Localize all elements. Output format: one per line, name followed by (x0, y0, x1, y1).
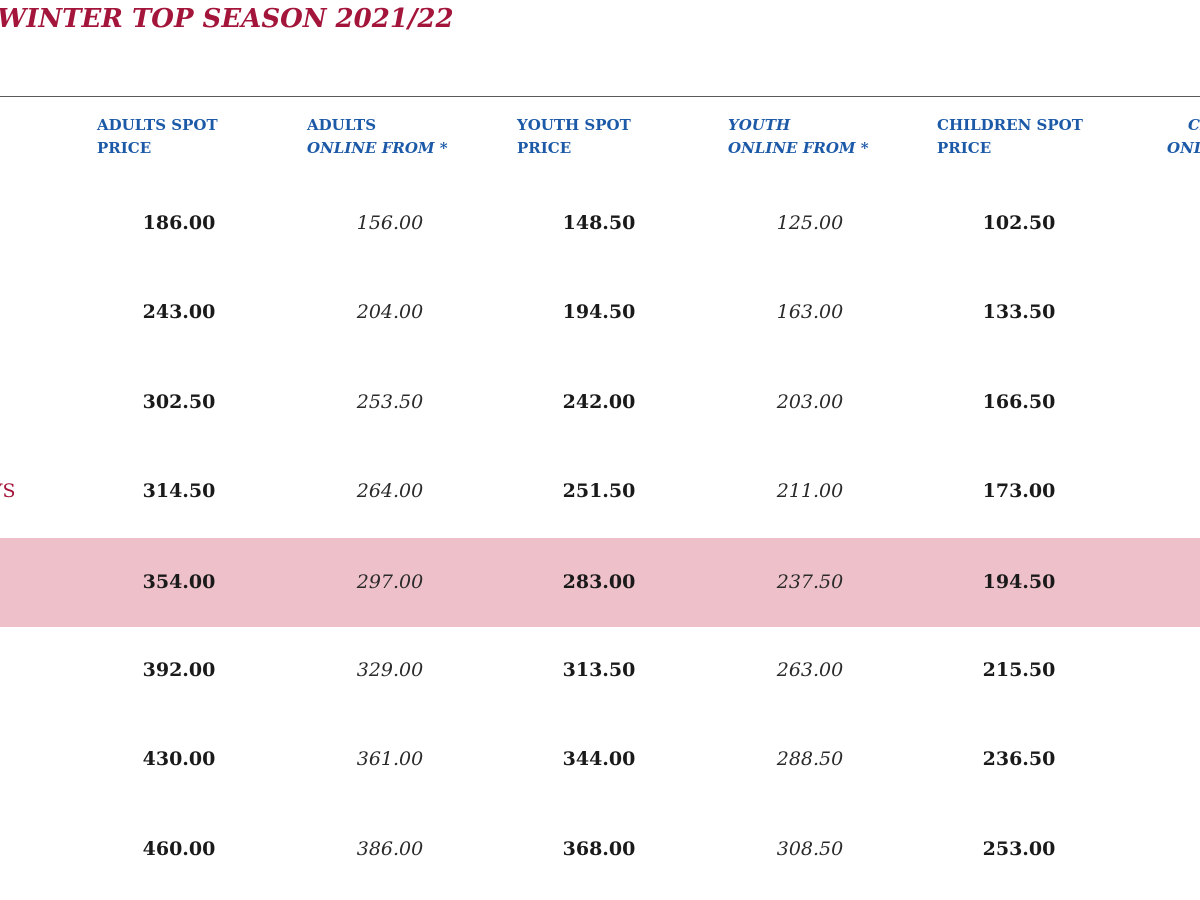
children-spot-price-cell: 253.00 (982, 838, 1056, 860)
adults-spot-price-cell: 392.00 (142, 659, 216, 681)
adults-online-price-cell: 264.00 (356, 480, 424, 502)
header-children-online-from: CH ONLI (1167, 114, 1200, 160)
adults-online-price-cell: 204.00 (356, 301, 424, 323)
youth-spot-price-cell: 368.00 (562, 838, 636, 860)
youth-spot-price-cell: 344.00 (562, 748, 636, 770)
adults-online-price-cell: 156.00 (356, 212, 424, 234)
adults-online-price-cell: 253.50 (356, 391, 424, 413)
youth-online-price-cell: 308.50 (776, 838, 844, 860)
children-spot-price-cell: 215.50 (982, 659, 1056, 681)
youth-online-price-cell: 211.00 (776, 480, 844, 502)
header-line: CH (1188, 116, 1200, 134)
header-line: ONLINE FROM * (728, 139, 869, 157)
adults-spot-price-cell: 243.00 (142, 301, 216, 323)
youth-online-price-cell: 203.00 (776, 391, 844, 413)
adults-online-price-cell: 386.00 (356, 838, 424, 860)
header-line: CHILDREN SPOT (937, 116, 1083, 134)
table-row: 243.00 204.00 194.50 163.00 133.50 (0, 268, 1200, 357)
children-spot-price-cell: 133.50 (982, 301, 1056, 323)
table-row: YS 314.50 264.00 251.50 211.00 173.00 (0, 447, 1200, 536)
children-spot-price-cell: 194.50 (982, 571, 1056, 593)
header-line: PRICE (517, 139, 572, 157)
youth-spot-price-cell: 194.50 (562, 301, 636, 323)
table-row: 302.50 253.50 242.00 203.00 166.50 (0, 358, 1200, 447)
adults-spot-price-cell: 430.00 (142, 748, 216, 770)
children-spot-price-cell: 173.00 (982, 480, 1056, 502)
header-children-spot-price: CHILDREN SPOT PRICE (937, 114, 1083, 160)
youth-spot-price-cell: 251.50 (562, 480, 636, 502)
table-row: 430.00 361.00 344.00 288.50 236.50 (0, 715, 1200, 804)
header-line: ONLINE FROM * (307, 139, 448, 157)
youth-online-price-cell: 125.00 (776, 212, 844, 234)
row-label: YS (0, 480, 16, 502)
header-line: PRICE (97, 139, 152, 157)
children-spot-price-cell: 102.50 (982, 212, 1056, 234)
header-line: ONLI (1167, 139, 1200, 157)
adults-spot-price-cell: 302.50 (142, 391, 216, 413)
adults-spot-price-cell: 460.00 (142, 838, 216, 860)
children-spot-price-cell: 166.50 (982, 391, 1056, 413)
youth-online-price-cell: 263.00 (776, 659, 844, 681)
header-line: ADULTS SPOT (97, 116, 218, 134)
table-row: 392.00 329.00 313.50 263.00 215.50 (0, 626, 1200, 715)
table-row: 460.00 386.00 368.00 308.50 253.00 (0, 805, 1200, 894)
youth-online-price-cell: 288.50 (776, 748, 844, 770)
children-spot-price-cell: 236.50 (982, 748, 1056, 770)
youth-online-price-cell: 163.00 (776, 301, 844, 323)
youth-spot-price-cell: 283.00 (562, 571, 636, 593)
youth-spot-price-cell: 242.00 (562, 391, 636, 413)
youth-spot-price-cell: 313.50 (562, 659, 636, 681)
header-line: YOUTH SPOT (517, 116, 631, 134)
adults-spot-price-cell: 186.00 (142, 212, 216, 234)
adults-online-price-cell: 329.00 (356, 659, 424, 681)
header-line: ADULTS (307, 116, 377, 134)
youth-online-price-cell: 237.50 (776, 571, 844, 593)
header-line: PRICE (937, 139, 992, 157)
header-youth-online-from: YOUTH ONLINE FROM * (728, 114, 869, 160)
header-divider (0, 96, 1200, 97)
youth-spot-price-cell: 148.50 (562, 212, 636, 234)
table-row: 186.00 156.00 148.50 125.00 102.50 (0, 179, 1200, 268)
header-adults-spot-price: ADULTS SPOT PRICE (97, 114, 218, 160)
page-title: WINTER TOP SEASON 2021/22 (0, 4, 454, 34)
adults-online-price-cell: 297.00 (356, 571, 424, 593)
header-adults-online-from: ADULTS ONLINE FROM * (307, 114, 448, 160)
adults-spot-price-cell: 314.50 (142, 480, 216, 502)
adults-spot-price-cell: 354.00 (142, 571, 216, 593)
table-row-highlighted: 354.00 297.00 283.00 237.50 194.50 (0, 538, 1200, 627)
header-youth-spot-price: YOUTH SPOT PRICE (517, 114, 631, 160)
adults-online-price-cell: 361.00 (356, 748, 424, 770)
header-line: YOUTH (728, 116, 791, 134)
